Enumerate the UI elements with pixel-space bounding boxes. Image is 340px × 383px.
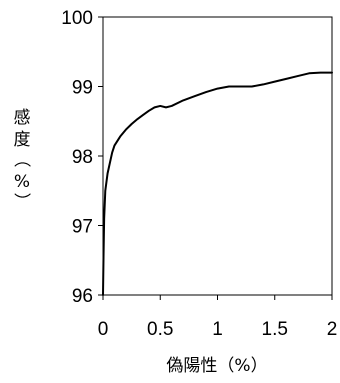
x-tick-label: 1.5 [262, 319, 288, 340]
x-tick-label: 0 [98, 319, 109, 340]
y-tick-label: 98 [72, 147, 93, 168]
y-tick-label: 99 [72, 78, 93, 99]
x-axis-title: 偽陽性（%） [166, 356, 267, 376]
y-axis-title-char: （ [11, 151, 31, 168]
plot-frame [102, 16, 333, 296]
y-tick-label: 96 [72, 286, 93, 307]
x-tick-label: 2 [327, 319, 338, 340]
series-line [102, 71, 333, 296]
x-tick-label: 1 [212, 319, 223, 340]
y-axis-title: 感度（%） [11, 108, 31, 210]
y-axis-title-char: % [14, 172, 30, 192]
y-axis-title-char: ） [11, 193, 31, 210]
y-axis-title-char: 度 [14, 130, 31, 150]
y-tick-label: 100 [61, 8, 93, 29]
x-tick-label: 0.5 [147, 319, 173, 340]
y-axis-title-char: 感 [14, 108, 31, 128]
y-axis-ticks: 96 97 98 99 100 [61, 8, 103, 307]
x-axis-ticks: 0 0.5 1 1.5 2 [98, 295, 338, 340]
series-layer [102, 71, 333, 296]
y-tick-label: 97 [72, 217, 93, 238]
